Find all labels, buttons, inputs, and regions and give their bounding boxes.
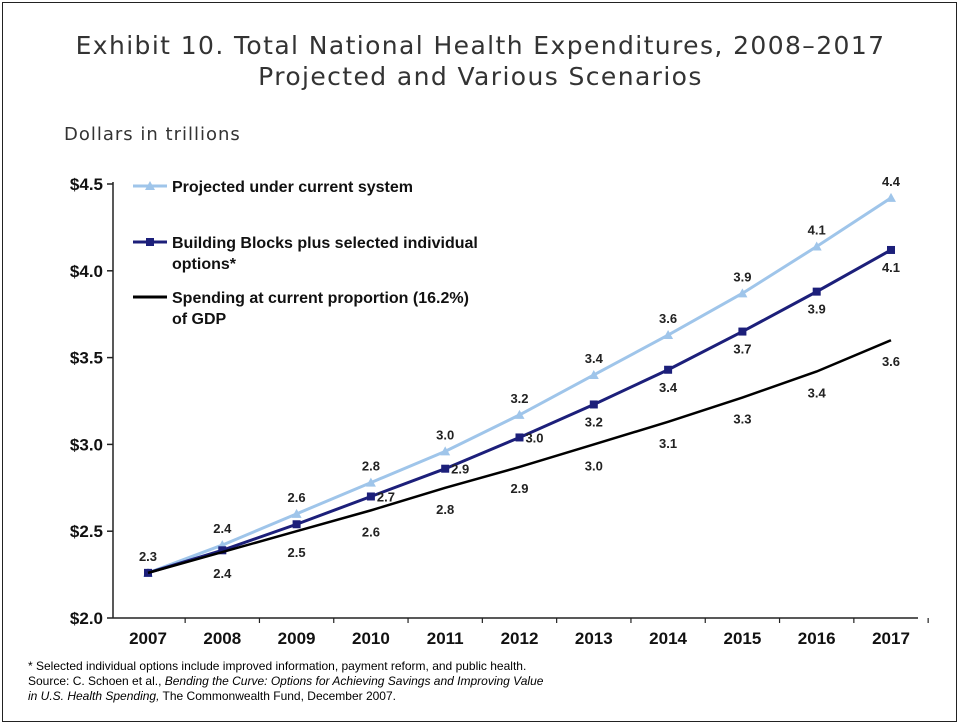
data-label: 2.5 [288, 545, 306, 560]
source-prefix: Source: C. Schoen et al., [28, 674, 165, 688]
chart-title: Exhibit 10. Total National Health Expend… [0, 30, 961, 92]
data-label: 3.4 [808, 385, 827, 400]
data-label: 3.6 [882, 354, 900, 369]
footnote-options: * Selected individual options include im… [28, 659, 527, 673]
chart-title-line-1: Exhibit 10. Total National Health Expend… [75, 31, 886, 60]
footnote-source-line-1: Source: C. Schoen et al., Bending the Cu… [28, 674, 928, 689]
building-blocks-point [292, 520, 301, 529]
data-label: 3.9 [733, 269, 751, 284]
data-label: 3.0 [525, 430, 543, 445]
legend-label: of GDP [172, 311, 227, 328]
data-label: 3.1 [659, 436, 677, 451]
data-label: 3.4 [585, 351, 604, 366]
data-label: 3.9 [808, 302, 826, 317]
source-title-a: Bending the Curve: Options for Achieving… [164, 674, 544, 688]
building-blocks-point [664, 365, 673, 374]
x-tick-label: 2017 [872, 629, 910, 648]
data-label: 3.2 [585, 414, 603, 429]
x-tick-label: 2016 [798, 629, 836, 648]
data-label: 2.8 [436, 502, 454, 517]
data-label: 2.6 [288, 490, 306, 505]
projected-point [291, 508, 302, 518]
building-blocks-point [441, 464, 450, 473]
building-blocks-point [738, 327, 747, 336]
data-label: 2.6 [362, 524, 380, 539]
data-label: 4.1 [808, 222, 826, 237]
x-tick-label: 2013 [575, 629, 613, 648]
building-blocks-point [515, 433, 524, 442]
footnote-source-line-2: in U.S. Health Spending, The Commonwealt… [28, 689, 928, 704]
data-label: 2.7 [377, 489, 395, 504]
projected-point [886, 192, 896, 202]
data-label: 2.4 [213, 566, 232, 581]
projected-point [440, 446, 451, 456]
building-blocks-point [887, 245, 895, 254]
x-tick-label: 2015 [723, 629, 761, 648]
x-tick-label: 2007 [129, 629, 167, 648]
data-label: 2.3 [139, 549, 157, 564]
y-tick-label: $3.5 [70, 349, 103, 368]
projected-point [811, 241, 822, 251]
x-tick-label: 2008 [203, 629, 241, 648]
y-tick-label: $2.0 [70, 609, 103, 628]
data-label: 4.1 [882, 260, 900, 275]
footnote: * Selected individual options include im… [28, 659, 928, 704]
legend-label: Spending at current proportion (16.2%) [172, 290, 469, 307]
data-label: 3.7 [733, 342, 751, 357]
legend-label: Building Blocks plus selected individual [172, 235, 478, 252]
data-label: 3.2 [510, 391, 528, 406]
y-tick-label: $3.0 [70, 435, 103, 454]
projected-point [737, 288, 748, 298]
data-label: 3.0 [436, 427, 454, 442]
x-tick-label: 2011 [427, 629, 464, 648]
projected-point [514, 409, 525, 419]
gdp-proportion-series-line [147, 339, 892, 575]
y-tick-label: $4.0 [70, 262, 103, 281]
building-blocks-point [218, 546, 227, 555]
legend-marker-triangle [145, 181, 155, 190]
legend-label: Projected under current system [172, 179, 413, 196]
data-label: 2.8 [362, 459, 380, 474]
data-label: 4.4 [882, 174, 901, 189]
data-label: 2.9 [451, 462, 469, 477]
y-tick-label: $2.5 [70, 522, 103, 541]
x-tick-label: 2014 [649, 629, 687, 648]
chart-title-line-2: Projected and Various Scenarios [258, 62, 703, 91]
source-suffix: The Commonwealth Fund, December 2007. [159, 689, 396, 703]
building-blocks-point [812, 287, 821, 296]
data-label: 3.3 [733, 412, 751, 427]
projected-point [663, 330, 674, 340]
x-tick-label: 2012 [501, 629, 539, 648]
legend-marker-square [146, 238, 154, 246]
y-tick-label: $4.5 [70, 175, 103, 194]
building-blocks-point [589, 400, 598, 409]
data-label: 2.4 [213, 521, 232, 536]
source-title-b: in U.S. Health Spending, [28, 689, 160, 703]
y-unit-label: Dollars in trillions [64, 124, 241, 145]
x-tick-label: 2010 [352, 629, 390, 648]
building-blocks-point [366, 492, 375, 501]
data-label: 2.9 [510, 481, 528, 496]
data-label: 3.0 [585, 458, 603, 473]
legend-label: options* [172, 256, 237, 273]
projected-point [588, 369, 599, 379]
x-tick-label: 2009 [278, 629, 316, 648]
projected-point [365, 477, 376, 487]
data-label: 3.6 [659, 311, 677, 326]
data-label: 3.4 [659, 380, 678, 395]
